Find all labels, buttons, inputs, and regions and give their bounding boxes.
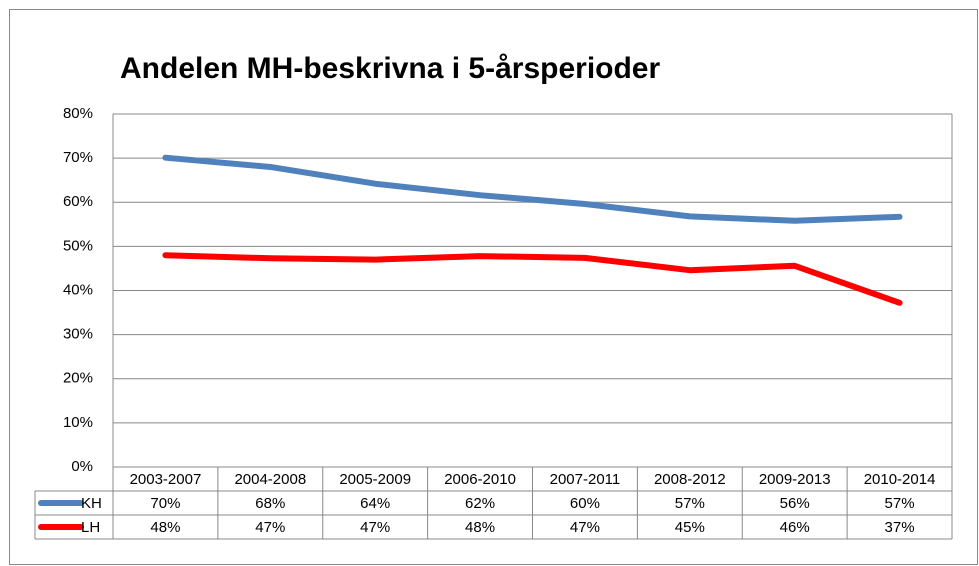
y-tick-label: 60% (63, 193, 93, 210)
x-tick-label: 2009-2013 (759, 471, 831, 488)
chart-title: Andelen MH-beskrivna i 5-årsperioder (120, 52, 660, 85)
data-label: 68% (255, 495, 285, 512)
y-tick-label: 80% (63, 105, 93, 122)
series-line (162, 252, 903, 306)
data-label: 46% (780, 519, 810, 536)
y-tick-label: 70% (63, 149, 93, 166)
x-tick-label: 2010-2014 (864, 471, 936, 488)
data-label: 62% (465, 495, 495, 512)
x-tick-label: 2006-2010 (444, 471, 516, 488)
x-tick-label: 2005-2009 (339, 471, 411, 488)
y-tick-label: 0% (71, 458, 93, 475)
y-tick-label: 40% (63, 281, 93, 298)
y-tick-label: 10% (63, 414, 93, 431)
data-label: 57% (675, 495, 705, 512)
chart-frame (9, 9, 978, 565)
data-label: 47% (255, 519, 285, 536)
legend-label: KH (81, 495, 102, 512)
data-label: 64% (360, 495, 390, 512)
legend-label: LH (81, 519, 100, 536)
data-label: 48% (150, 519, 180, 536)
data-label: 60% (570, 495, 600, 512)
series-line (162, 154, 903, 224)
data-label: 57% (885, 495, 915, 512)
x-tick-label: 2003-2007 (130, 471, 202, 488)
data-label: 70% (150, 495, 180, 512)
data-label: 47% (570, 519, 600, 536)
y-tick-label: 50% (63, 237, 93, 254)
y-tick-label: 30% (63, 326, 93, 343)
data-label: 56% (780, 495, 810, 512)
data-label: 45% (675, 519, 705, 536)
y-tick-label: 20% (63, 370, 93, 387)
data-label: 37% (885, 519, 915, 536)
x-tick-label: 2004-2008 (234, 471, 306, 488)
x-tick-label: 2007-2011 (550, 471, 621, 488)
data-label: 48% (465, 519, 495, 536)
x-tick-label: 2008-2012 (654, 471, 726, 488)
data-label: 47% (360, 519, 390, 536)
